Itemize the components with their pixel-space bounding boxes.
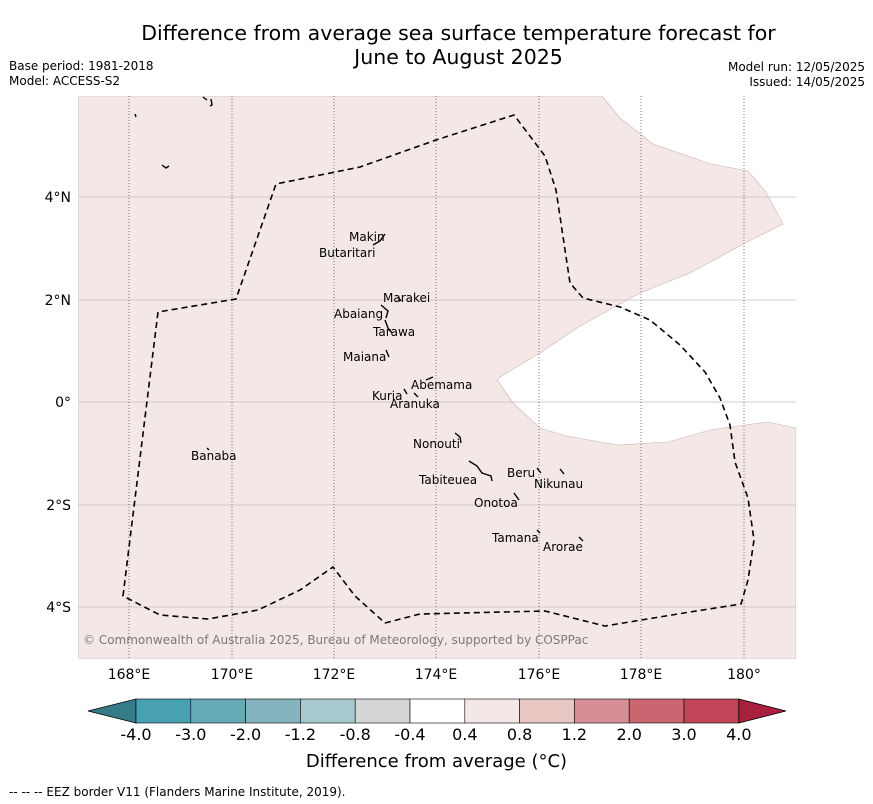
colorbar-tick-label: 4.0 bbox=[726, 725, 752, 744]
colorbar-tick-label: -4.0 bbox=[120, 725, 152, 744]
island-abemama-shape bbox=[425, 376, 434, 381]
coast-fragment-west bbox=[161, 164, 170, 169]
lon-tick-168e: 168°E bbox=[108, 667, 151, 683]
colorbar-segment bbox=[409, 698, 466, 724]
colorbar-tick-label: 1.2 bbox=[561, 725, 588, 744]
colorbar-tick-label: -0.4 bbox=[394, 725, 426, 744]
label-kuria: Kuria bbox=[372, 389, 403, 403]
lon-tick-178e: 178°E bbox=[620, 667, 663, 683]
meta-left: Base period: 1981-2018 Model: ACCESS-S2 bbox=[9, 59, 154, 89]
coast-fragment-north bbox=[202, 96, 213, 107]
colorbar-tick-label: -0.8 bbox=[339, 725, 371, 744]
lat-tick-2n: 2°N bbox=[45, 293, 71, 309]
island-nikunau-shape bbox=[559, 468, 565, 475]
colorbar-tick-label: -3.0 bbox=[175, 725, 207, 744]
colorbar-segment bbox=[683, 698, 740, 724]
island-onotoa-shape bbox=[513, 492, 520, 501]
lat-tick-0: 0° bbox=[55, 395, 71, 411]
model-name: Model: ACCESS-S2 bbox=[9, 74, 121, 88]
label-abaiang: Abaiang bbox=[334, 307, 383, 321]
colorbar-segment bbox=[245, 698, 301, 724]
label-maiana: Maiana bbox=[343, 350, 386, 364]
island-abaiang-shape bbox=[380, 304, 389, 319]
title-line-1: Difference from average sea surface temp… bbox=[141, 21, 776, 45]
island-aranuka-shape bbox=[413, 392, 419, 398]
label-nonouti: Nonouti bbox=[413, 437, 460, 451]
island-tabiteuea-shape bbox=[468, 460, 493, 482]
colorbar-extend-high bbox=[738, 698, 787, 724]
label-onotoa: Onotoa bbox=[474, 496, 518, 510]
base-period: Base period: 1981-2018 bbox=[9, 59, 154, 73]
label-banaba: Banaba bbox=[191, 449, 237, 463]
colorbar-segment bbox=[354, 698, 411, 724]
island-arorae-shape bbox=[578, 536, 584, 542]
colorbar-segment bbox=[300, 698, 356, 724]
lon-tick-170e: 170°E bbox=[211, 667, 254, 683]
issued-date: Issued: 14/05/2025 bbox=[749, 75, 865, 89]
colorbar-tick-label: -1.2 bbox=[284, 725, 316, 744]
lon-tick-172e: 172°E bbox=[313, 667, 356, 683]
colorbar-tick-label: 0.8 bbox=[506, 725, 533, 744]
island-shapes bbox=[134, 96, 584, 542]
label-beru: Beru bbox=[507, 466, 535, 480]
colorbar-tick-label: 2.0 bbox=[616, 725, 642, 744]
island-maiana-shape bbox=[385, 349, 390, 358]
island-tamana-shape bbox=[536, 529, 541, 534]
eez-legend-note: -- -- -- EEZ border V11 (Flanders Marine… bbox=[9, 785, 346, 799]
label-tabiteuea: Tabiteuea bbox=[418, 473, 477, 487]
colorbar bbox=[87, 698, 787, 724]
lat-tick-4s: 4°S bbox=[46, 600, 71, 616]
colorbar-segment bbox=[135, 698, 192, 724]
label-tamana: Tamana bbox=[491, 531, 539, 545]
lat-tick-4n: 4°N bbox=[45, 190, 71, 206]
lon-tick-180: 180° bbox=[727, 667, 761, 683]
coast-fragment-nw bbox=[134, 113, 137, 118]
island-marakei-shape bbox=[397, 296, 402, 302]
island-beru-shape bbox=[536, 467, 542, 474]
colorbar-segment bbox=[464, 698, 520, 724]
label-nikunau: Nikunau bbox=[534, 477, 583, 491]
lat-tick-2s: 2°S bbox=[46, 498, 71, 514]
copyright-notice: © Commonwealth of Australia 2025, Bureau… bbox=[83, 633, 588, 647]
colorbar-segment bbox=[574, 698, 630, 724]
label-abemama: Abemama bbox=[411, 378, 472, 392]
colorbar-tick-label: 3.0 bbox=[671, 725, 697, 744]
island-kuria-shape bbox=[403, 388, 408, 395]
label-aranuka: Aranuka bbox=[390, 397, 440, 411]
colorbar-segment bbox=[190, 698, 246, 724]
colorbar-extend-low bbox=[87, 698, 137, 724]
colorbar-segment bbox=[519, 698, 575, 724]
lon-gridlines bbox=[128, 96, 745, 659]
label-marakei: Marakei bbox=[383, 291, 430, 305]
eez-border bbox=[122, 114, 755, 627]
label-arorae: Arorae bbox=[543, 540, 583, 554]
island-butaritari-shape bbox=[372, 233, 386, 246]
island-nonouti-shape bbox=[454, 432, 462, 444]
colorbar-segment bbox=[628, 698, 685, 724]
lon-tick-174e: 174°E bbox=[415, 667, 458, 683]
chart-title: Difference from average sea surface temp… bbox=[0, 21, 873, 69]
colorbar-tick-label: -2.0 bbox=[229, 725, 262, 744]
meta-right: Model run: 12/05/2025 Issued: 14/05/2025 bbox=[728, 60, 865, 90]
label-tarawa: Tarawa bbox=[372, 325, 415, 339]
model-run: Model run: 12/05/2025 bbox=[727, 60, 865, 74]
label-butaritari: Butaritari bbox=[319, 246, 376, 260]
colorbar-title: Difference from average (°C) bbox=[305, 751, 568, 772]
lat-gridlines bbox=[78, 196, 796, 608]
lon-tick-176e: 176°E bbox=[518, 667, 561, 683]
colorbar-tick-label: 0.4 bbox=[452, 725, 478, 744]
label-makin: Makin bbox=[349, 230, 385, 244]
island-tarawa-shape bbox=[384, 319, 393, 334]
island-banaba-shape bbox=[206, 447, 210, 451]
title-line-2: June to August 2025 bbox=[354, 45, 563, 69]
